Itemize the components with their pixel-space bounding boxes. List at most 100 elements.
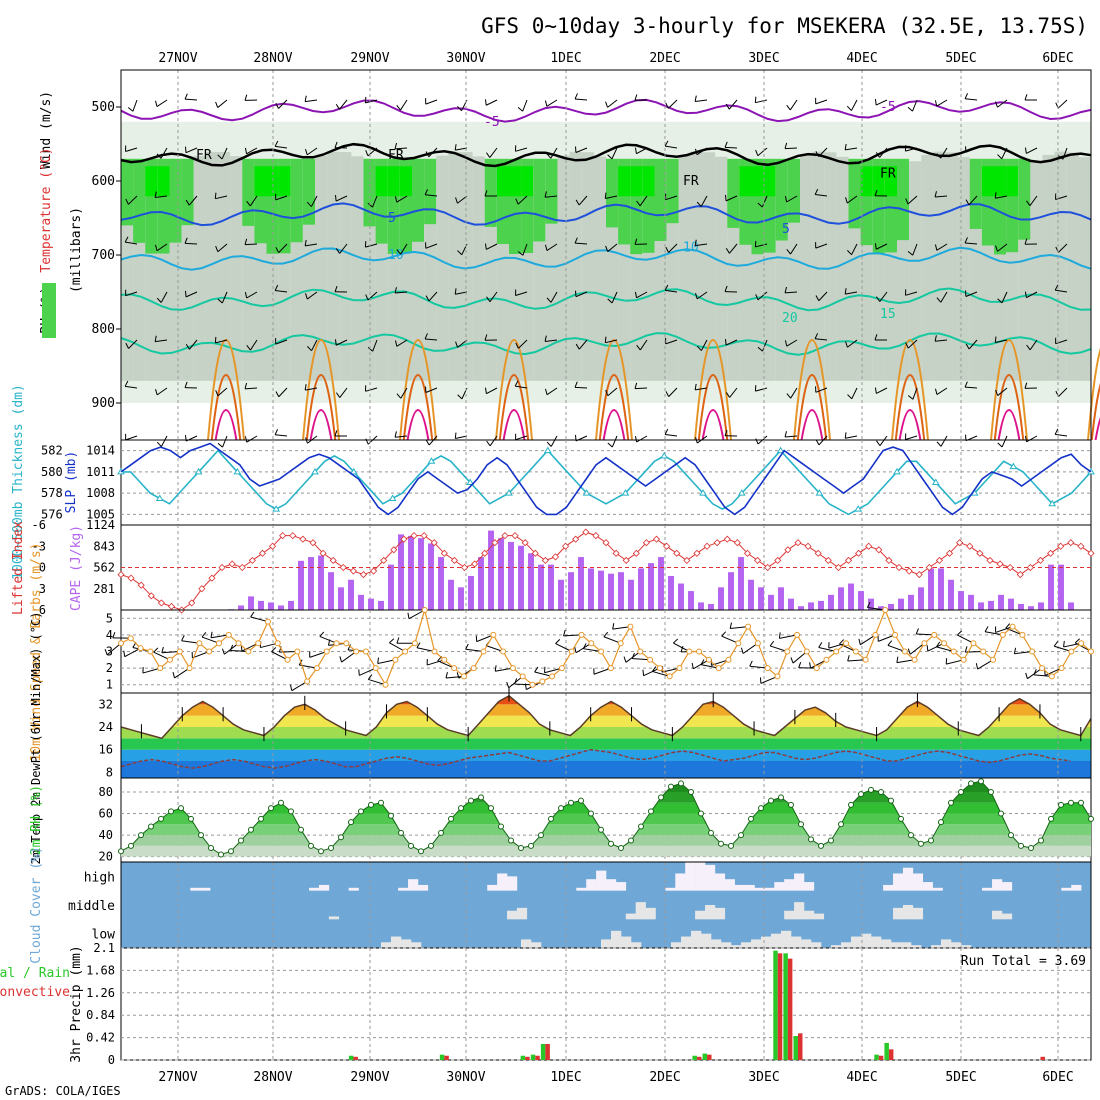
wind-speed-marker xyxy=(735,640,742,647)
wind-barb-feather xyxy=(514,380,519,387)
wind-barb-feather xyxy=(153,647,159,653)
wind-barb-feather xyxy=(997,154,1003,160)
boundary-isotherm xyxy=(694,339,732,441)
cloud-high-bar xyxy=(764,887,775,891)
wind-barb-feather xyxy=(319,631,325,637)
wind-barb-feather xyxy=(246,345,251,351)
wind-barb-feather xyxy=(725,247,730,254)
wind-barb-feather xyxy=(725,392,731,398)
thickness-marker xyxy=(505,489,513,496)
rh-shade-bright xyxy=(884,166,898,197)
wind-speed-marker xyxy=(509,665,516,672)
rh-shade-bright xyxy=(509,166,522,197)
temp-color-band xyxy=(121,749,1091,761)
wind-speed-marker xyxy=(529,681,536,688)
rh2m-marker xyxy=(1048,815,1054,822)
rh-shade-mid xyxy=(1078,157,1092,381)
lifted-index-marker xyxy=(814,549,822,557)
cape-bar xyxy=(618,572,624,610)
cloud-low-bar xyxy=(411,942,422,948)
wind-barb xyxy=(400,387,408,399)
wind-speed-marker xyxy=(882,607,889,613)
wind-speed-marker xyxy=(490,631,497,638)
rh-shade-dark xyxy=(848,158,862,229)
cloud-low-bar xyxy=(731,945,742,948)
wind-barb xyxy=(400,99,408,111)
wind-barb-feather xyxy=(642,669,645,676)
wind-barb-feather xyxy=(274,284,279,291)
rh2m-marker xyxy=(608,840,614,847)
lifted-index-marker xyxy=(1016,571,1024,579)
wind-barb-feather xyxy=(665,391,670,397)
boundary-isotherm xyxy=(402,374,434,441)
cloud-high-bar xyxy=(744,884,755,891)
rh2m-marker xyxy=(238,837,244,844)
wind-barb-feather xyxy=(696,345,702,351)
wind-barb xyxy=(964,386,978,389)
lifted-index-marker xyxy=(915,571,923,579)
cloud-low-bar xyxy=(621,936,632,948)
wind-speed-marker xyxy=(931,631,938,638)
cape-bar xyxy=(898,598,904,610)
thickness-marker xyxy=(194,467,203,475)
rh2m-marker xyxy=(478,794,484,801)
wind-speed-marker xyxy=(460,673,467,680)
precip-convective-bar xyxy=(777,953,783,1060)
cape-bar xyxy=(888,603,894,610)
wind-barb xyxy=(1058,387,1068,397)
wind-barb-feather xyxy=(306,201,312,207)
wind-barb xyxy=(476,634,494,643)
wind-barb xyxy=(365,243,378,248)
wind-barb xyxy=(142,667,161,674)
lifted-index-marker xyxy=(521,539,529,547)
wind-barb xyxy=(1058,243,1068,253)
wind-barb-feather xyxy=(217,154,223,160)
cape-bar xyxy=(368,598,374,610)
wind-barb-feather xyxy=(907,106,913,112)
wind-barb xyxy=(905,291,918,296)
lifted-index-marker xyxy=(683,556,691,564)
rh2m-marker xyxy=(988,789,994,795)
wind-barb-feather xyxy=(651,666,657,672)
lifted-index-marker xyxy=(410,532,418,540)
lifted-index-marker xyxy=(572,535,580,543)
wind-barb-feather xyxy=(457,250,463,256)
wind-barb xyxy=(428,435,438,446)
wind-barb xyxy=(489,291,498,303)
panel-frame xyxy=(120,947,1092,1061)
wind-barb-feather xyxy=(484,387,487,394)
wind-barb-feather xyxy=(396,393,402,399)
wind-barb-feather xyxy=(455,341,459,348)
wind-barb xyxy=(1063,642,1082,648)
wind-barb-feather xyxy=(229,644,234,651)
wind-barb xyxy=(936,243,948,251)
axis-label-temp: Temperature (°C) xyxy=(39,147,54,272)
wind-barb-feather xyxy=(185,343,190,350)
wind-barb xyxy=(810,659,827,669)
wind-speed-marker xyxy=(715,665,722,672)
cloud-high-bar xyxy=(794,873,805,891)
wind-tick-label: 3 xyxy=(106,645,113,659)
wind-barb-feather xyxy=(875,152,881,158)
cloud-high-bar xyxy=(586,879,597,891)
wind-barb xyxy=(395,291,408,294)
rh2m-marker xyxy=(658,794,664,801)
wind-barb-feather xyxy=(244,292,248,299)
cape-bar xyxy=(1018,603,1024,610)
rh2m-marker xyxy=(628,837,634,844)
rh-tick-label: 40 xyxy=(99,828,113,842)
cape-bar xyxy=(708,603,714,610)
cape-bar xyxy=(748,579,754,610)
wind-barb xyxy=(222,435,228,448)
precip-total-bar xyxy=(540,1044,546,1060)
wind-barb xyxy=(896,659,915,664)
rh2m-marker xyxy=(408,842,414,849)
wind-barb-feather xyxy=(244,382,248,389)
rh2m-marker xyxy=(1088,815,1094,822)
wind-barb xyxy=(455,147,468,151)
rh-shade-bright xyxy=(496,166,510,197)
wind-barb xyxy=(1026,147,1038,154)
lifted-index-marker xyxy=(491,539,499,547)
cape-bar xyxy=(858,591,864,610)
thickness-marker xyxy=(582,489,591,496)
